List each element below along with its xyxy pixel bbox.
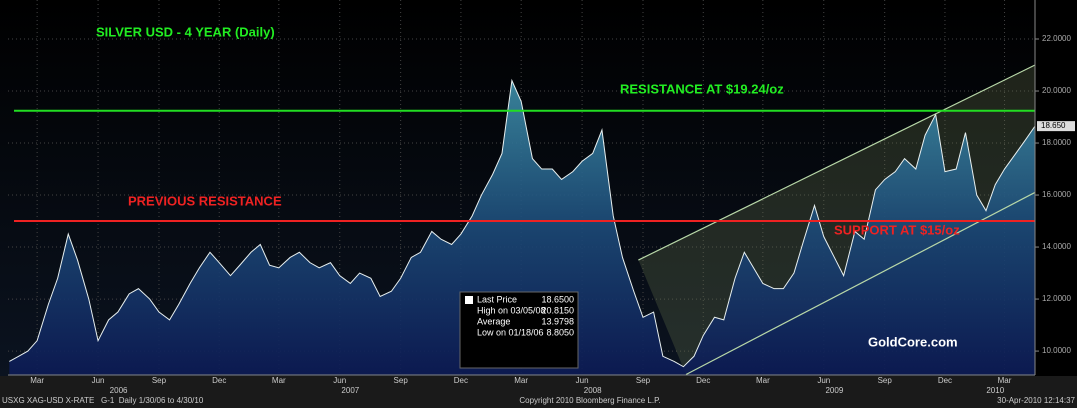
x-tick-label: Jun: [92, 376, 105, 385]
legend-label: Last Price: [477, 294, 517, 304]
x-tick-label: Mar: [998, 376, 1012, 385]
x-tick-label: Dec: [454, 376, 468, 385]
last-price-tag: [1037, 121, 1075, 132]
annotation: PREVIOUS RESISTANCE: [128, 193, 282, 208]
x-tick-label: Sep: [152, 376, 167, 385]
x-tick-label: Sep: [636, 376, 651, 385]
x-tick-label: Mar: [756, 376, 770, 385]
brand: GoldCore.com: [868, 334, 958, 349]
x-tick-label: Mar: [272, 376, 286, 385]
axis-bg: [1035, 0, 1077, 376]
year-label: 2009: [825, 386, 843, 395]
legend-label: Average: [477, 316, 510, 326]
line: [9, 78, 1036, 368]
channel-line: [685, 191, 1036, 376]
legend-label: High on 03/05/08: [477, 305, 546, 315]
area: [9, 80, 1035, 376]
footer: USXG XAG-USD X-RATE G-1 Daily 1/30/06 to…: [2, 396, 204, 405]
legend-value: 18.6500: [541, 294, 574, 304]
y-tick-label: 20.0000: [1042, 86, 1071, 95]
legend-box: [459, 291, 579, 369]
x-tick-label: Mar: [30, 376, 44, 385]
channel-line: [638, 64, 1036, 261]
y-tick-label: 14.0000: [1042, 242, 1071, 251]
x-axis-bg: [0, 376, 1077, 408]
x-tick-label: Mar: [514, 376, 528, 385]
x-tick-label: Jun: [576, 376, 589, 385]
x-tick-label: Sep: [878, 376, 893, 385]
legend-label: Low on 01/18/06: [477, 327, 544, 337]
x-tick-label: Jun: [333, 376, 346, 385]
year-label: 2006: [110, 386, 128, 395]
annotation: RESISTANCE AT $19.24/oz: [620, 81, 784, 96]
x-tick-label: Dec: [696, 376, 710, 385]
year-label: 2010: [986, 386, 1004, 395]
y-tick-label: 16.0000: [1042, 190, 1071, 199]
legend-value: 8.8050: [546, 327, 574, 337]
y-tick-label: 18.0000: [1042, 138, 1071, 147]
y-tick-label: 22.0000: [1042, 34, 1071, 43]
annotation: SUPPORT AT $15/oz: [834, 222, 960, 237]
y-tick-label: 12.0000: [1042, 294, 1071, 303]
legend-value: 13.9798: [541, 316, 574, 326]
year-label: 2007: [341, 386, 359, 395]
footer: 30-Apr-2010 12:14:37: [997, 396, 1075, 405]
x-tick-label: Dec: [938, 376, 952, 385]
legend-value: 20.8150: [541, 305, 574, 315]
x-tick-label: Jun: [817, 376, 830, 385]
legend-icon: [465, 296, 473, 304]
x-tick-label: Dec: [212, 376, 226, 385]
last-price-label: 18.650: [1041, 121, 1066, 130]
footer: Copyright 2010 Bloomberg Finance L.P.: [519, 396, 660, 405]
year-label: 2008: [584, 386, 602, 395]
y-tick-label: 10.0000: [1042, 346, 1071, 355]
legend: Last Price 18.6500 High on 03/05/08 20.8…: [459, 291, 579, 369]
chart-title: SILVER USD - 4 YEAR (Daily): [96, 24, 275, 39]
x-tick-label: Sep: [394, 376, 409, 385]
